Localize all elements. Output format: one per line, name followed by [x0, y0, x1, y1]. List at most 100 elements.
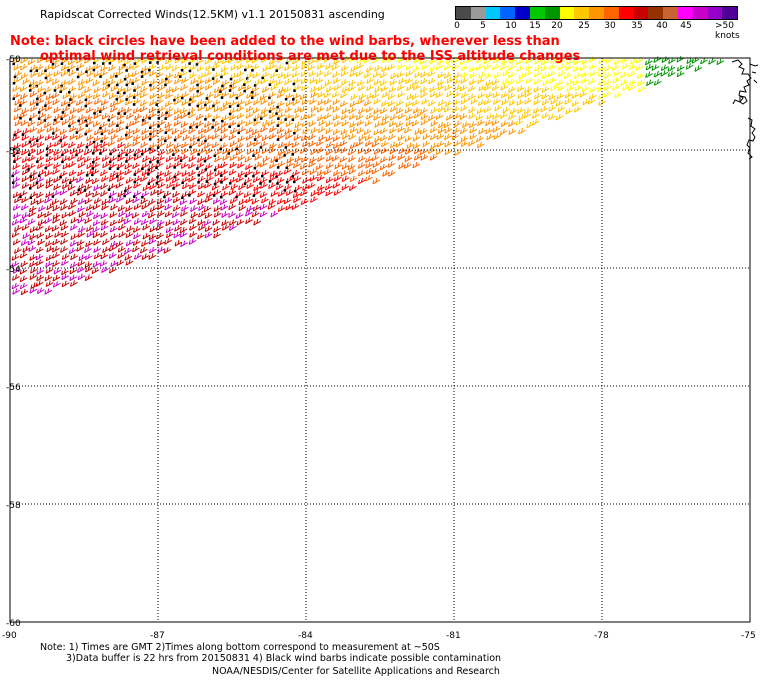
- wind-barb: [406, 142, 415, 149]
- wind-barb: [541, 86, 550, 93]
- quality-flag-marker: [85, 174, 89, 177]
- wind-barb: [564, 91, 573, 99]
- quality-flag-marker: [11, 181, 15, 185]
- wind-barb: [221, 224, 230, 231]
- wind-barb: [187, 162, 196, 169]
- wind-barb: [21, 156, 30, 164]
- quality-flag-marker: [219, 90, 222, 93]
- quality-flag-marker: [115, 98, 119, 101]
- wind-barb: [547, 70, 556, 78]
- wind-barb: [541, 72, 550, 80]
- wind-barb: [52, 246, 60, 253]
- wind-barb: [101, 198, 110, 206]
- wind-barb: [476, 135, 484, 143]
- wind-barb: [299, 93, 308, 101]
- wind-barb: [109, 100, 118, 108]
- wind-barb: [483, 63, 492, 70]
- wind-barb: [188, 111, 196, 119]
- wind-barb: [667, 65, 676, 72]
- wind-barb: [331, 63, 340, 71]
- wind-barb: [37, 238, 46, 246]
- wind-barb: [364, 147, 373, 155]
- wind-barb: [557, 63, 566, 71]
- colorbar-swatch: [722, 7, 738, 19]
- wind-barb: [555, 100, 564, 107]
- wind-barb: [61, 280, 70, 288]
- wind-barb: [517, 107, 525, 114]
- wind-barb: [77, 79, 86, 86]
- wind-barb: [299, 106, 308, 113]
- wind-barb: [348, 133, 357, 140]
- wind-barb: [325, 141, 334, 149]
- wind-barb: [133, 232, 141, 240]
- wind-barb: [325, 63, 334, 70]
- wind-barb: [404, 148, 413, 155]
- wind-barb: [86, 162, 94, 170]
- wind-barb: [491, 63, 500, 71]
- quality-flag-marker: [148, 68, 151, 72]
- quality-flag-marker: [75, 131, 79, 134]
- quality-flag-marker: [123, 112, 127, 115]
- wind-barb: [101, 155, 110, 162]
- wind-barb: [77, 142, 85, 149]
- wind-barb: [228, 188, 237, 196]
- wind-barb: [428, 58, 437, 65]
- wind-barb: [220, 121, 229, 128]
- wind-barb: [261, 86, 270, 93]
- wind-barb: [508, 120, 516, 128]
- quality-flag-marker: [275, 69, 278, 72]
- wind-barb: [51, 198, 60, 206]
- quality-flag-marker: [91, 167, 94, 170]
- wind-barb: [428, 77, 436, 85]
- wind-barb: [141, 119, 150, 127]
- wind-barb: [35, 253, 44, 261]
- wind-barb: [397, 112, 406, 120]
- wind-barb: [132, 107, 141, 114]
- wind-barb: [116, 98, 125, 105]
- wind-barb: [164, 203, 173, 211]
- wind-barb: [548, 113, 556, 121]
- wind-barb: [21, 212, 30, 219]
- wind-barb: [85, 77, 94, 84]
- wind-barb: [116, 259, 125, 267]
- wind-barb: [21, 196, 29, 204]
- quality-flag-marker: [29, 69, 33, 73]
- wind-barb: [291, 71, 300, 78]
- wind-barb: [12, 204, 21, 211]
- wind-barb: [140, 141, 148, 149]
- wind-barb: [285, 204, 294, 211]
- quality-flag-marker: [12, 82, 16, 85]
- wind-barb: [364, 119, 373, 127]
- wind-barb: [36, 182, 45, 190]
- wind-barb: [603, 90, 612, 98]
- wind-barb: [61, 182, 70, 190]
- wind-barb: [220, 65, 229, 73]
- wind-barb: [85, 204, 94, 212]
- wind-barb: [469, 65, 477, 73]
- wind-barb: [123, 218, 132, 225]
- wind-barb: [571, 100, 580, 107]
- wind-barb: [348, 107, 357, 114]
- wind-barb: [310, 127, 319, 134]
- wind-barb: [245, 209, 253, 217]
- quality-flag-marker: [45, 147, 49, 151]
- wind-barb: [500, 84, 509, 91]
- wind-barb: [340, 128, 349, 136]
- wind-barb: [124, 254, 133, 261]
- quality-flag-marker: [101, 62, 105, 65]
- quality-flag-marker: [27, 153, 31, 157]
- wind-barb: [349, 70, 358, 77]
- wind-barb: [645, 63, 654, 71]
- quality-flag-marker: [133, 62, 137, 65]
- wind-barb: [347, 85, 356, 92]
- wind-barb: [373, 78, 382, 86]
- wind-barb: [109, 225, 118, 233]
- wind-barb: [68, 161, 76, 168]
- wind-barb: [355, 140, 364, 147]
- wind-barb: [102, 161, 110, 169]
- quality-flag-marker: [180, 96, 184, 100]
- wind-barb: [20, 288, 29, 296]
- wind-barb: [244, 99, 253, 106]
- wind-barb: [67, 184, 76, 191]
- wind-barb: [44, 274, 53, 282]
